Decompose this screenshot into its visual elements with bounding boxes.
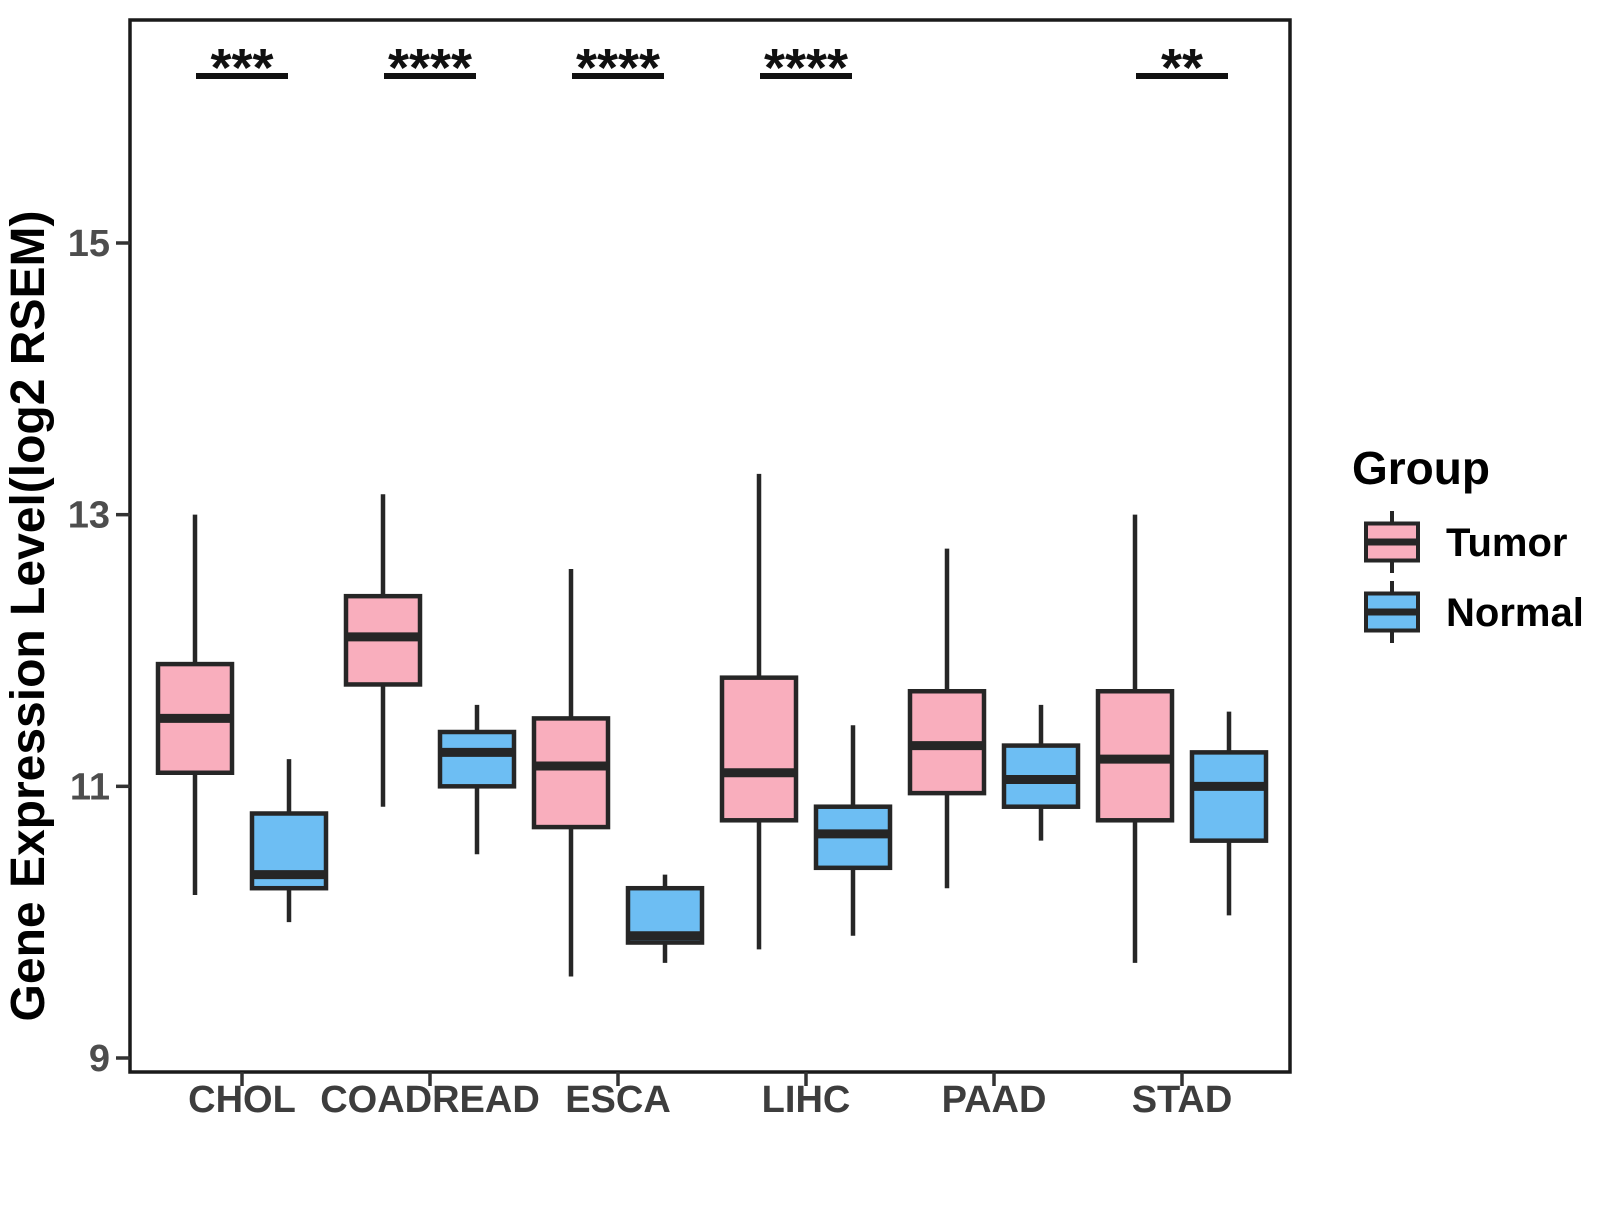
y-tick-label-15: 15 bbox=[68, 223, 110, 265]
plot-panel-border bbox=[128, 18, 1292, 1074]
y-axis-title: Gene Expression Level(log2 RSEM) bbox=[2, 211, 55, 1022]
y-tick-label-11: 11 bbox=[70, 766, 110, 808]
sig-stars-lihc: **** bbox=[764, 38, 848, 98]
legend-label-tumor: Tumor bbox=[1446, 521, 1567, 565]
sig-stars-coadread: **** bbox=[388, 38, 472, 98]
significance-layer: *** **** **** **** ** bbox=[196, 38, 1228, 98]
sig-stars-stad: ** bbox=[1161, 38, 1203, 98]
box-tumor-esca bbox=[531, 716, 611, 830]
x-tick-label-chol: CHOL bbox=[188, 1079, 296, 1121]
x-tick-label-esca: ESCA bbox=[565, 1079, 671, 1121]
y-axis: 15 13 11 9 bbox=[68, 223, 130, 1080]
legend-title: Group bbox=[1352, 442, 1490, 494]
legend: Group Tumor Normal bbox=[1352, 442, 1584, 643]
x-axis: CHOL COADREAD ESCA LIHC PAAD STAD bbox=[188, 1072, 1232, 1121]
legend-keys bbox=[1364, 511, 1420, 643]
x-tick-label-stad: STAD bbox=[1132, 1079, 1233, 1121]
legend-label-normal: Normal bbox=[1446, 591, 1584, 635]
x-tick-label-coadread: COADREAD bbox=[320, 1079, 540, 1121]
sig-stars-chol: *** bbox=[210, 38, 273, 98]
box-tumor-lihc bbox=[719, 675, 799, 823]
x-tick-label-paad: PAAD bbox=[942, 1079, 1047, 1121]
boxes-layer bbox=[155, 593, 1269, 945]
y-tick-label-13: 13 bbox=[68, 495, 110, 537]
sig-stars-esca: **** bbox=[576, 38, 660, 98]
box-normal-stad bbox=[1189, 750, 1269, 843]
box-normal-coadread bbox=[437, 729, 517, 789]
y-tick-label-9: 9 bbox=[89, 1038, 110, 1080]
x-tick-label-lihc: LIHC bbox=[762, 1079, 851, 1121]
